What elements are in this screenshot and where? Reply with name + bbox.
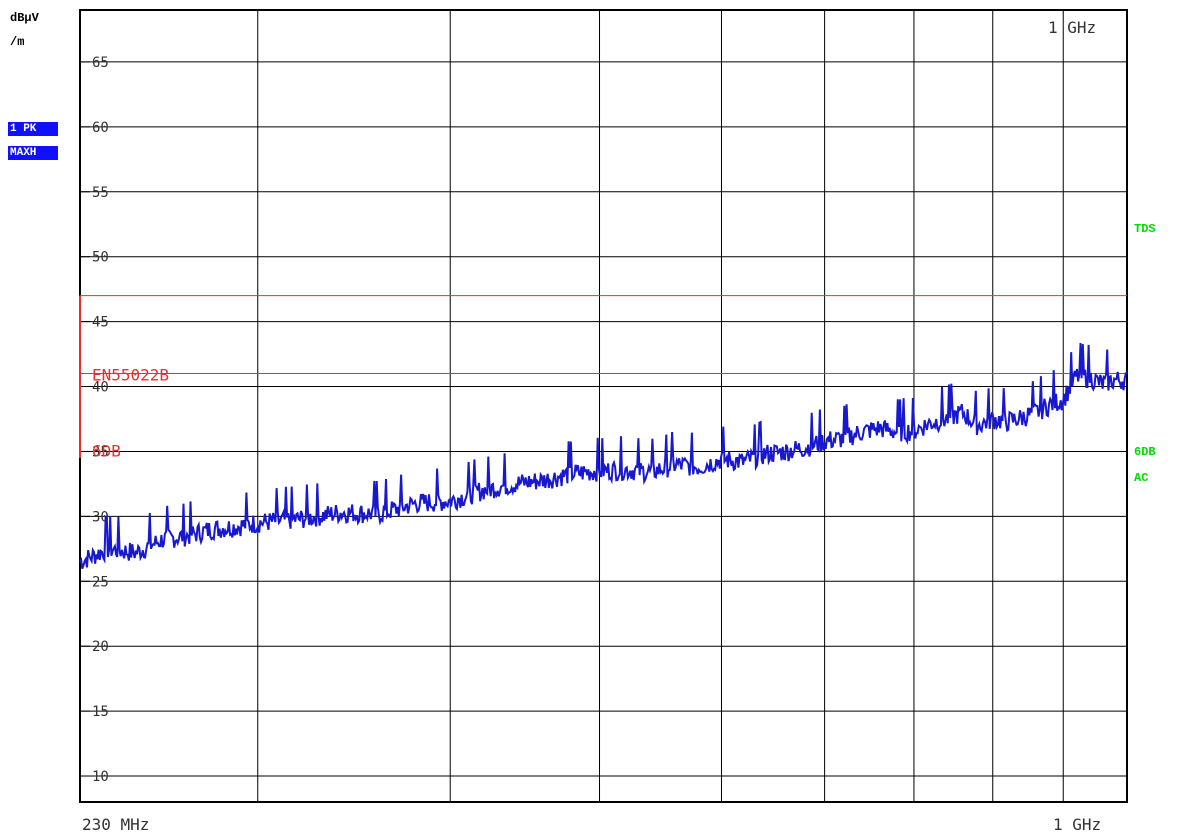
attenuation-label: 6DB	[1134, 445, 1156, 459]
x-start-label: 230 MHz	[82, 815, 149, 834]
trace-mode-badge: MAXH	[8, 146, 58, 160]
limit-label-en55022b: EN55022B	[92, 366, 169, 385]
spectrum-trace	[79, 342, 1128, 570]
plot-frame	[79, 9, 1128, 803]
y-tick-label: 60	[92, 120, 109, 136]
x-top-marker-label: 1 GHz	[1048, 18, 1096, 37]
y-tick-label: 50	[92, 250, 109, 266]
y-tick-label: 45	[92, 315, 109, 331]
y-unit-label-suffix: /m	[10, 35, 25, 49]
limit-label-6db: 6DB	[92, 441, 121, 460]
trace-detector-badge: 1 PK	[8, 122, 58, 136]
y-tick-label: 20	[92, 639, 109, 655]
y-unit-label: dBµV	[10, 11, 39, 25]
coupling-label: AC	[1134, 471, 1149, 485]
y-tick-label: 55	[92, 185, 109, 201]
y-tick-label: 40	[92, 380, 109, 396]
x-end-label: 1 GHz	[1053, 815, 1101, 834]
y-tick-label: 15	[92, 704, 109, 720]
y-tick-label: 35	[92, 444, 109, 460]
y-tick-label: 10	[92, 769, 109, 785]
y-tick-label: 25	[92, 574, 109, 590]
tds-status-label: TDS	[1134, 222, 1156, 236]
y-tick-label: 65	[92, 55, 109, 71]
